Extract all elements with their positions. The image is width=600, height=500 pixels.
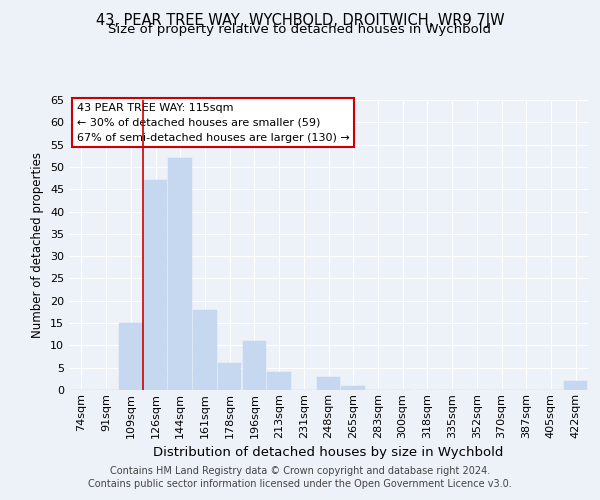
Bar bbox=[144, 180, 167, 390]
Bar bbox=[317, 376, 340, 390]
Bar bbox=[242, 341, 266, 390]
Bar bbox=[341, 386, 365, 390]
Text: Contains public sector information licensed under the Open Government Licence v3: Contains public sector information licen… bbox=[88, 479, 512, 489]
Text: 43, PEAR TREE WAY, WYCHBOLD, DROITWICH, WR9 7JW: 43, PEAR TREE WAY, WYCHBOLD, DROITWICH, … bbox=[95, 12, 505, 28]
Bar bbox=[218, 363, 241, 390]
Text: 43 PEAR TREE WAY: 115sqm
← 30% of detached houses are smaller (59)
67% of semi-d: 43 PEAR TREE WAY: 115sqm ← 30% of detach… bbox=[77, 103, 350, 142]
Y-axis label: Number of detached properties: Number of detached properties bbox=[31, 152, 44, 338]
Bar bbox=[268, 372, 291, 390]
Bar bbox=[119, 323, 143, 390]
Text: Contains HM Land Registry data © Crown copyright and database right 2024.: Contains HM Land Registry data © Crown c… bbox=[110, 466, 490, 476]
Text: Size of property relative to detached houses in Wychbold: Size of property relative to detached ho… bbox=[109, 24, 491, 36]
Bar bbox=[193, 310, 217, 390]
Bar bbox=[169, 158, 192, 390]
X-axis label: Distribution of detached houses by size in Wychbold: Distribution of detached houses by size … bbox=[154, 446, 503, 459]
Bar bbox=[564, 381, 587, 390]
